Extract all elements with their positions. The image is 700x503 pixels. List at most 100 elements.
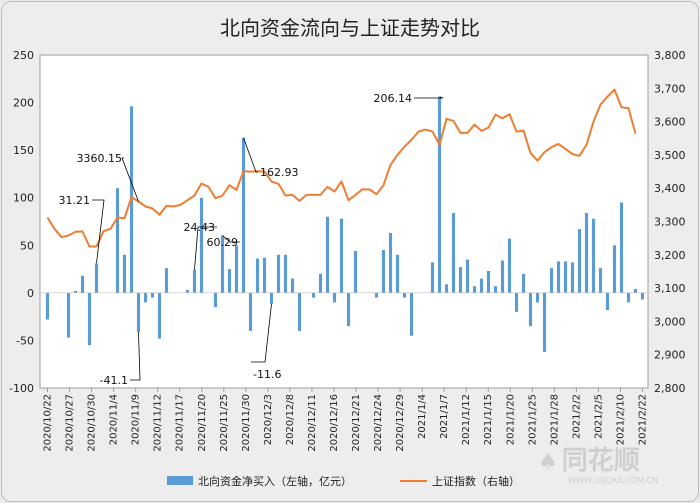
bar: [437, 96, 442, 293]
right-tick-label: 3,400: [654, 182, 686, 195]
annotations: 206.14 3360.15 31.21 24.43 60.29 162.93 -41.1 -…: [59, 92, 444, 387]
x-tick-label: 2020/11/25: [219, 394, 230, 452]
bar: [346, 292, 351, 327]
watermark-logo: ♠ 同花顺 WWW.10JQKA.COM.CN: [538, 448, 688, 488]
x-tick-label: 2020/11/9: [131, 394, 142, 445]
bar: [73, 290, 78, 293]
bar: [479, 278, 484, 293]
bar: [164, 268, 169, 293]
annotation-label: 24.43: [184, 221, 216, 234]
bar: [66, 292, 71, 338]
x-tick-label: 2021/1/15: [483, 394, 494, 445]
bar: [311, 292, 316, 298]
annotation-label: 31.21: [59, 194, 91, 207]
annotation-leader: [92, 199, 105, 264]
bar: [500, 260, 505, 293]
bar: [220, 235, 225, 293]
bar: [353, 250, 358, 293]
annotation-label: 60.29: [207, 236, 239, 249]
right-tick-label: 2,900: [654, 349, 686, 362]
bar: [430, 262, 435, 293]
bar: [542, 292, 547, 352]
bar: [87, 292, 92, 346]
annotation-label: -11.6: [253, 368, 281, 381]
x-tick-label: 2020/10/22: [43, 394, 54, 452]
x-tick-label: 2020/12/29: [395, 394, 406, 452]
bar: [157, 292, 162, 339]
bar: [150, 292, 155, 298]
bar: [458, 267, 463, 293]
legend-bar-swatch: [167, 476, 193, 485]
bar: [234, 245, 239, 293]
x-tick-label: 2020/10/30: [87, 394, 98, 452]
bar: [619, 202, 624, 293]
bar: [395, 254, 400, 293]
bar: [402, 292, 407, 298]
x-axis: 2020/10/22 2020/10/27 2020/10/30 2020/11/4 2…: [43, 388, 649, 452]
annotation-leader: [251, 303, 272, 363]
bar: [465, 259, 470, 293]
bar: [45, 292, 50, 320]
bar: [199, 197, 204, 293]
x-tick-label: 2020/11/4: [109, 394, 120, 445]
bar: [633, 289, 638, 293]
x-tick-label: 2020/11/30: [241, 394, 252, 452]
legend-line-label: 上证指数（右轴）: [432, 474, 520, 488]
right-tick-label: 3,700: [654, 82, 686, 95]
annotation-leader: [194, 226, 217, 270]
bar: [213, 292, 218, 308]
bar: [262, 257, 267, 293]
x-tick-label: 2021/2/2: [571, 394, 582, 439]
bar: [626, 292, 631, 303]
bar: [80, 275, 85, 293]
x-tick-label: 2021/2/10: [615, 394, 626, 445]
bar: [276, 254, 281, 293]
annotation-leader: [243, 137, 258, 173]
right-tick-label: 3,300: [654, 216, 686, 229]
bar: [444, 284, 449, 293]
annotation-leader: [222, 235, 240, 243]
bar: [269, 292, 274, 304]
right-tick-label: 3,100: [654, 282, 686, 295]
bar: [255, 258, 260, 293]
x-tick-label: 2020/10/27: [65, 394, 76, 452]
x-tick-label: 2020/12/8: [285, 394, 296, 445]
annotation-leader: [414, 96, 444, 99]
right-tick-label: 3,200: [654, 249, 686, 262]
bar: [241, 137, 246, 293]
bar: [192, 269, 197, 293]
annotation-label: 162.93: [260, 166, 299, 179]
annotation-label: 206.14: [374, 92, 413, 105]
left-tick-label: 250: [13, 49, 34, 62]
x-tick-label: 2020/11/20: [197, 394, 208, 452]
bar: [388, 232, 393, 293]
bar: [584, 212, 589, 293]
annotation-leader: [121, 157, 139, 202]
right-tick-label: 3,600: [654, 116, 686, 129]
x-tick-label: 2021/1/4: [417, 394, 428, 439]
x-tick-label: 2021/1/28: [549, 394, 560, 445]
x-tick-label: 2020/12/16: [329, 394, 340, 452]
bar: [325, 216, 330, 293]
bar: [493, 286, 498, 293]
x-tick-label: 2021/1/20: [505, 394, 516, 445]
x-tick-label: 2021/1/25: [527, 394, 538, 445]
legend-bar-label: 北向资金净买入（左轴，亿元）: [198, 474, 352, 488]
bar: [143, 292, 148, 303]
bar: [290, 278, 295, 293]
x-tick-label: 2021/2/5: [593, 394, 604, 439]
bar: [507, 238, 512, 293]
bar-series: [40, 96, 648, 352]
right-tick-label: 3,800: [654, 49, 686, 62]
x-tick-label: 2021/1/7: [439, 394, 450, 439]
bar: [514, 292, 519, 312]
bar: [577, 229, 582, 293]
bar: [535, 292, 540, 303]
bar: [528, 292, 533, 327]
bar: [297, 292, 302, 331]
right-tick-label: 2,800: [654, 382, 686, 395]
x-tick-label: 2020/12/3: [263, 394, 274, 445]
x-tick-label: 2020/11/12: [153, 394, 164, 452]
legend: 北向资金净买入（左轴，亿元） 上证指数（右轴）: [167, 474, 520, 488]
left-tick-label: 100: [13, 192, 34, 205]
